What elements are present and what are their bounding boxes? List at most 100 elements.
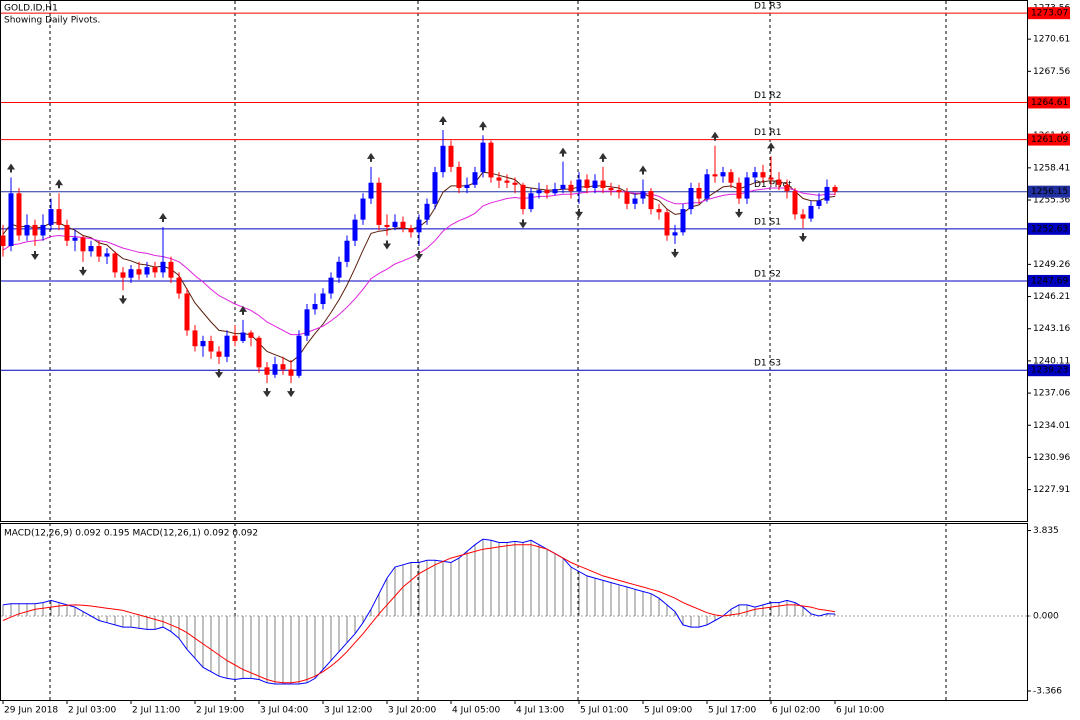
fractal-up (7, 163, 15, 173)
candle-body (496, 177, 502, 181)
candle-body (432, 172, 438, 204)
candle-body (88, 246, 94, 252)
candle-body (376, 182, 382, 225)
candle-body (824, 186, 830, 201)
pivot-name: D1 R2 (754, 91, 782, 101)
candle-body (328, 277, 334, 294)
candle-body (536, 190, 542, 194)
candle-body (352, 219, 358, 241)
fractal-up (55, 179, 63, 189)
candle-body (408, 228, 414, 233)
y-tick-label: 1243.16 (1033, 324, 1070, 334)
candle-body (72, 237, 78, 241)
candle-body (696, 187, 702, 199)
pivot-price-box (1028, 96, 1070, 109)
pivot-name: D1 S1 (754, 217, 781, 227)
candle-body (8, 193, 14, 247)
pivot-name: D1 R1 (754, 128, 782, 138)
candle-body (176, 277, 182, 294)
y-tick-label: 1227.91 (1033, 485, 1070, 495)
candle-body (120, 272, 126, 278)
pivot-price-label: 1264.61 (1031, 98, 1068, 108)
candle-body (664, 212, 670, 236)
fractal-up (767, 142, 775, 152)
candle-body (512, 182, 518, 185)
x-tick-label: 4 Jul 05:00 (452, 706, 501, 716)
fractal-up (479, 121, 487, 131)
candle-body (488, 142, 494, 178)
candle-body (400, 221, 406, 229)
fractal-up (711, 131, 719, 141)
candle-body (584, 179, 590, 188)
candle-body (224, 335, 230, 357)
candle-body (56, 209, 62, 225)
candle-body (752, 172, 758, 178)
candle-body (256, 337, 262, 368)
y-tick-label: 1258.41 (1033, 163, 1070, 173)
x-tick-label: 2 Jul 03:00 (68, 706, 117, 716)
candle-body (104, 253, 110, 257)
candle-body (464, 184, 470, 188)
candle-body (240, 332, 246, 341)
candle-body (616, 190, 622, 193)
candle-body (744, 177, 750, 199)
candle-body (232, 335, 238, 341)
candle-body (680, 209, 686, 233)
candle-body (816, 200, 822, 206)
candle-body (216, 351, 222, 357)
candle-body (264, 367, 270, 375)
candle-body (128, 269, 134, 278)
fractal-down (215, 369, 223, 379)
candle-body (192, 330, 198, 347)
candle-body (296, 335, 302, 376)
x-tick-label: 3 Jul 04:00 (260, 706, 309, 716)
candle-body (48, 209, 54, 225)
candle-body (648, 191, 654, 210)
candle-body (808, 205, 814, 219)
candle-body (384, 224, 390, 228)
fractal-down (79, 266, 87, 276)
candle-body (544, 190, 550, 194)
candle-body (64, 224, 70, 241)
candle-body (712, 174, 718, 177)
y-tick-label: 1237.06 (1033, 389, 1070, 399)
separators (49, 1, 947, 700)
candle-body (368, 182, 374, 199)
y-tick-label: 1267.56 (1033, 67, 1070, 77)
fractal-down (119, 295, 127, 305)
candle-body (832, 186, 838, 192)
candle-body (80, 237, 86, 252)
candle-body (152, 267, 158, 273)
candle-body (688, 187, 694, 210)
y-tick-label: 1230.96 (1033, 453, 1070, 463)
candle-body (552, 189, 558, 194)
pivot-name: D1 R3 (754, 2, 782, 12)
candle-body (416, 219, 422, 233)
x-tick-label: 6 Jul 02:00 (772, 706, 821, 716)
y-tick-label: 1246.21 (1033, 292, 1070, 302)
x-tick-label: 6 Jul 10:00 (836, 706, 885, 716)
y-tick-label: 1255.36 (1033, 196, 1070, 206)
y-tick-label: 1240.11 (1033, 356, 1070, 366)
y-tick-label: 1234.01 (1033, 421, 1070, 431)
candle-body (800, 214, 806, 219)
y-tick-label: 3.835 (1033, 526, 1059, 536)
candle-body (200, 340, 206, 347)
candle-body (184, 293, 190, 331)
chart-subtitle: Showing Daily Pivots. (4, 16, 100, 26)
candle-body (736, 182, 742, 199)
fractal-down (575, 208, 583, 218)
pivot-price-box (1028, 222, 1070, 235)
candle-body (272, 364, 278, 375)
candle-body (624, 192, 630, 204)
candle-body (768, 177, 774, 180)
x-tick-label: 2 Jul 19:00 (196, 706, 245, 716)
pivot-price-label: 1239.23 (1031, 366, 1068, 376)
candle-body (40, 224, 46, 236)
x-tick-label: 3 Jul 20:00 (388, 706, 437, 716)
candle-body (304, 309, 310, 336)
pivot-price-box (1028, 364, 1070, 377)
candle-body (344, 240, 350, 262)
pivot-price-box (1028, 133, 1070, 146)
